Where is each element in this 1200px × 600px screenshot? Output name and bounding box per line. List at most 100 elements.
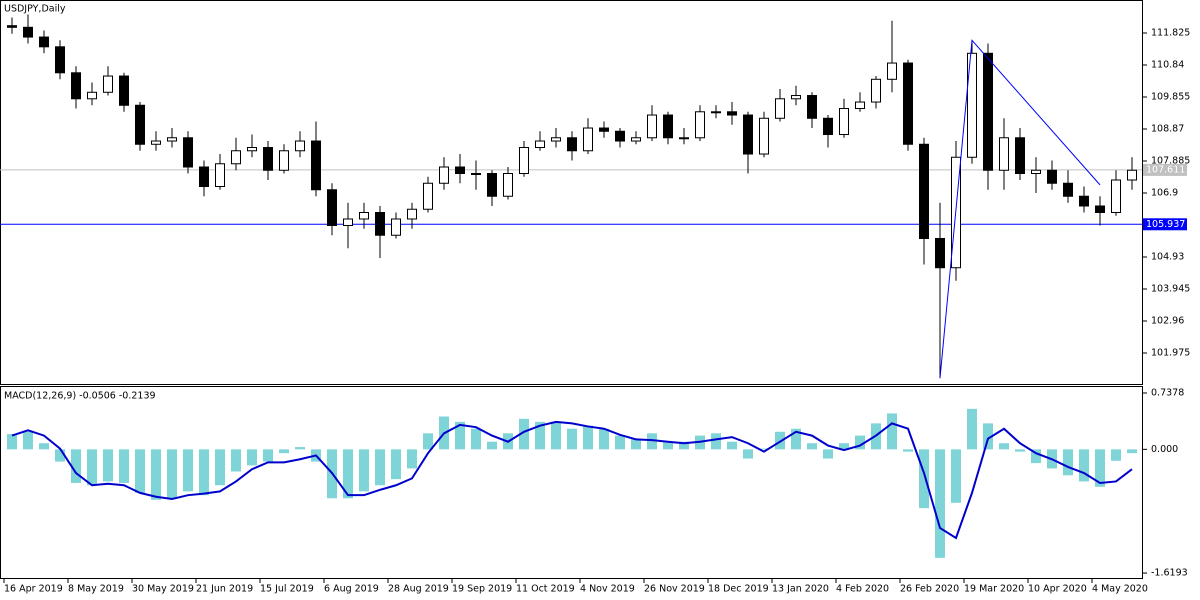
- histogram-bar: [743, 449, 753, 459]
- histogram-bar: [215, 449, 225, 486]
- histogram-bar: [919, 449, 929, 509]
- y-tick-label: 103.945: [1151, 284, 1190, 295]
- histogram-bar: [247, 449, 257, 466]
- histogram-bar: [343, 449, 353, 499]
- candle-body: [999, 137, 1009, 171]
- x-tick-label: 16 Apr 2019: [4, 584, 63, 595]
- candle-body: [215, 163, 225, 188]
- candle-body: [1127, 169, 1137, 181]
- candle-body: [1111, 179, 1121, 213]
- price-label-box: [1143, 163, 1187, 176]
- candle-body: [871, 78, 881, 103]
- candle-body: [855, 101, 865, 110]
- histogram-bar: [39, 443, 49, 450]
- x-tick-label: 19 Mar 2020: [964, 584, 1024, 595]
- histogram-bar: [119, 449, 129, 483]
- histogram-bar: [855, 435, 865, 450]
- candle-body: [1047, 169, 1057, 184]
- candle-body: [199, 166, 209, 188]
- histogram-bar: [1015, 449, 1025, 452]
- histogram-bar: [359, 449, 369, 492]
- candle-body: [391, 218, 401, 236]
- candle-body: [727, 111, 737, 116]
- histogram-bar: [823, 449, 833, 459]
- candle-body: [471, 173, 481, 176]
- candle-body: [423, 182, 433, 210]
- candle-body: [439, 166, 449, 184]
- histogram-bar: [279, 449, 289, 454]
- candle-body: [487, 173, 497, 197]
- candle-body: [247, 147, 257, 152]
- histogram-bar: [759, 448, 769, 450]
- histogram-bar: [807, 443, 817, 450]
- candle-body: [503, 173, 513, 197]
- histogram-bar: [663, 441, 673, 450]
- candle-body: [375, 211, 385, 236]
- candle-body: [903, 62, 913, 145]
- histogram-bar: [135, 449, 145, 493]
- histogram-bar: [199, 449, 209, 496]
- candle-body: [71, 72, 81, 100]
- candle-body: [279, 150, 289, 171]
- histogram-bar: [23, 431, 33, 450]
- y-tick-label: 104.93: [1151, 252, 1184, 263]
- price-label: 107.611: [1146, 164, 1185, 175]
- x-tick-label: 10 Apr 2020: [1028, 584, 1087, 595]
- histogram-bar: [599, 428, 609, 450]
- macd-title: MACD(12,26,9) -0.0506 -0.2139: [4, 391, 156, 402]
- histogram-bar: [71, 449, 81, 483]
- candle-body: [663, 114, 673, 139]
- x-tick-label: 8 May 2019: [68, 584, 124, 595]
- candle-body: [839, 108, 849, 136]
- x-tick-label: 4 Feb 2020: [836, 584, 889, 595]
- candle-body: [967, 52, 977, 158]
- x-tick-label: 18 Dec 2019: [708, 584, 769, 595]
- histogram-bar: [471, 428, 481, 450]
- y-tick-label: 0.7378: [1151, 387, 1184, 398]
- histogram-bar: [263, 449, 273, 462]
- candle-body: [631, 137, 641, 142]
- candle-body: [343, 218, 353, 226]
- candle-body: [183, 137, 193, 168]
- histogram-bar: [231, 449, 241, 472]
- y-tick-label: 110.84: [1151, 59, 1184, 70]
- candle-body: [599, 127, 609, 132]
- histogram-bar: [647, 433, 657, 450]
- candle-body: [311, 140, 321, 191]
- candle-body: [87, 91, 97, 100]
- candle-body: [1063, 182, 1073, 197]
- histogram-bar: [103, 449, 113, 482]
- candle-body: [935, 237, 945, 269]
- candle-body: [551, 137, 561, 142]
- candle-body: [679, 137, 689, 140]
- y-tick-label: 109.855: [1151, 91, 1190, 102]
- histogram-bar: [295, 447, 305, 450]
- histogram-bar: [551, 421, 561, 450]
- candle-body: [919, 143, 929, 239]
- histogram-bar: [1111, 449, 1121, 461]
- candle-body: [983, 52, 993, 171]
- candle-body: [711, 111, 721, 114]
- histogram-bar: [983, 423, 993, 450]
- histogram-bar: [583, 425, 593, 450]
- candle-body: [823, 117, 833, 136]
- histogram-bar: [423, 433, 433, 450]
- candle-body: [327, 189, 337, 226]
- x-tick-label: 19 Sep 2019: [452, 584, 512, 595]
- histogram-bar: [951, 449, 961, 503]
- candle-body: [1015, 137, 1025, 175]
- histogram-bar: [887, 413, 897, 450]
- candle-body: [887, 62, 897, 80]
- candle-body: [151, 140, 161, 145]
- histogram-bar: [87, 449, 97, 486]
- candle-body: [231, 150, 241, 165]
- signal-line: [11, 420, 1133, 540]
- histogram-bar: [615, 435, 625, 450]
- histogram-bar: [1095, 449, 1105, 487]
- histogram-bar: [407, 449, 417, 469]
- candle-body: [119, 75, 129, 106]
- y-tick-label: 111.825: [1151, 27, 1190, 38]
- y-tick-label: 107.885: [1151, 155, 1190, 166]
